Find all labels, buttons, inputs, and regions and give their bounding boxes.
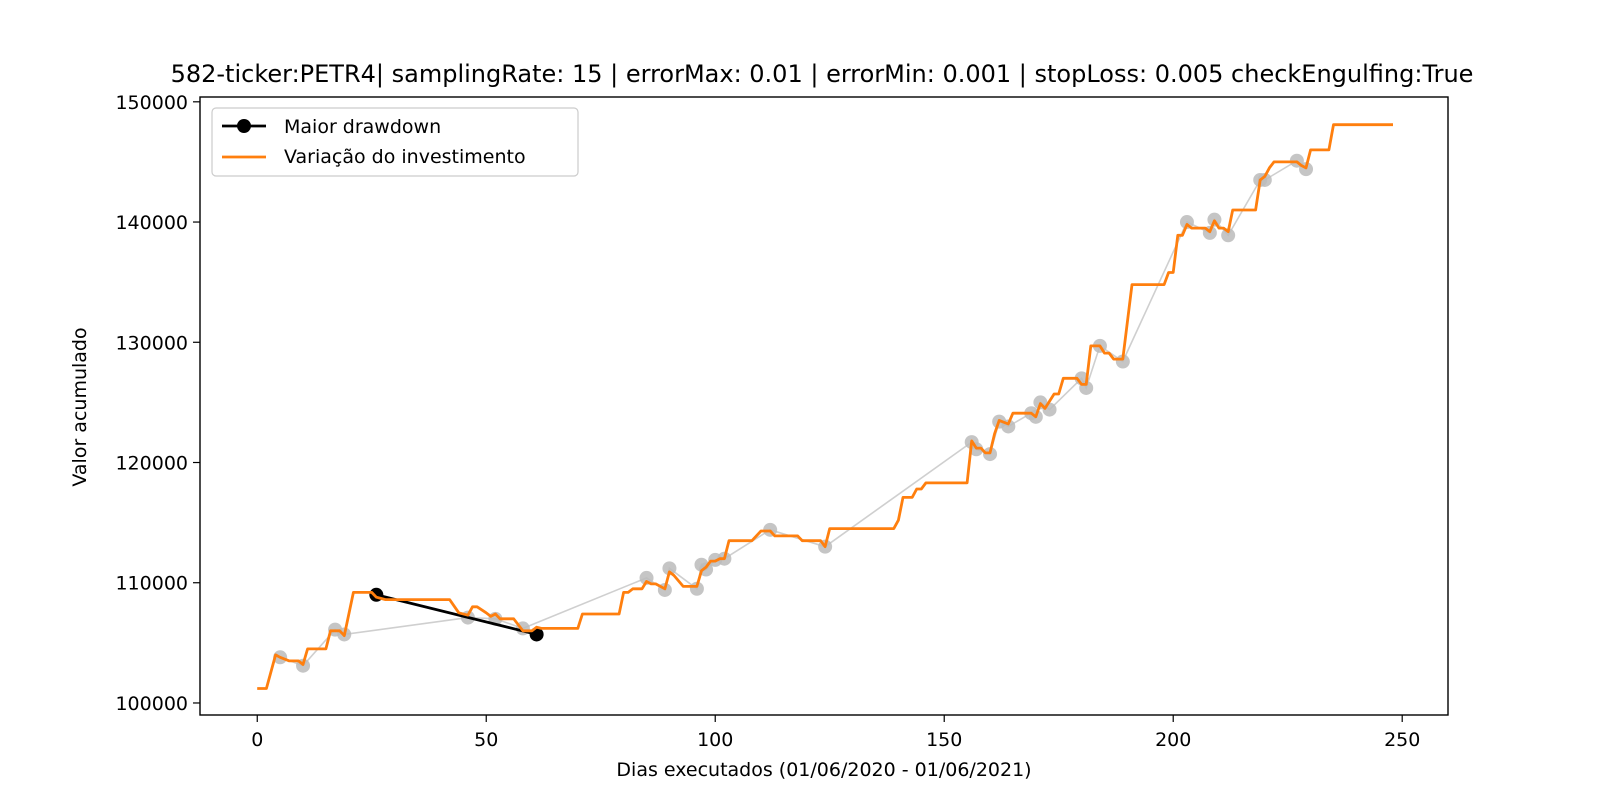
series-line-maior-drawdown [375, 593, 537, 636]
legend-label-variacao: Variação do investimento [284, 146, 526, 168]
drawdown-point-9 [662, 561, 677, 576]
y-tick-label-150000: 150000 [115, 92, 188, 114]
x-tick-label-100: 100 [697, 729, 733, 751]
legend-marker-maior-drawdown [237, 119, 251, 133]
legend-box [211, 107, 579, 177]
x-tick-label-0: 0 [251, 729, 263, 751]
plot-frame [199, 96, 1449, 716]
plot-area [200, 97, 1448, 715]
x-axis: 0 50 100 150 200 250 [251, 715, 1420, 751]
drawdown-point-7 [639, 570, 654, 585]
x-tick-label-200: 200 [1155, 729, 1191, 751]
x-tick-label-150: 150 [926, 729, 962, 751]
y-tick-label-100000: 100000 [115, 693, 188, 715]
y-tick-label-140000: 140000 [115, 212, 188, 234]
x-tick-label-50: 50 [474, 729, 498, 751]
drawdown-point-35 [1257, 172, 1272, 187]
y-tick-label-120000: 120000 [115, 453, 188, 475]
marks [257, 123, 1393, 690]
drawdown-point-12 [699, 562, 714, 577]
x-tick-label-250: 250 [1384, 729, 1420, 751]
y-axis-label: Valor acumulado [69, 327, 91, 486]
series-line-variacao-do-investimento [257, 123, 1393, 690]
x-axis-label: Dias executados (01/06/2020 - 01/06/2021… [616, 759, 1031, 781]
y-tick-label-110000: 110000 [115, 573, 188, 595]
legend-label-maior-drawdown: Maior drawdown [284, 116, 441, 138]
y-tick-label-130000: 130000 [115, 332, 188, 354]
drawdown-point-33 [1221, 228, 1236, 243]
chart-title: 582-ticker:PETR4| samplingRate: 15 | err… [171, 60, 1474, 88]
legend: Maior drawdown Variação do investimento [211, 107, 579, 177]
y-axis: 100000 110000 120000 130000 140000 150000 [115, 92, 200, 715]
